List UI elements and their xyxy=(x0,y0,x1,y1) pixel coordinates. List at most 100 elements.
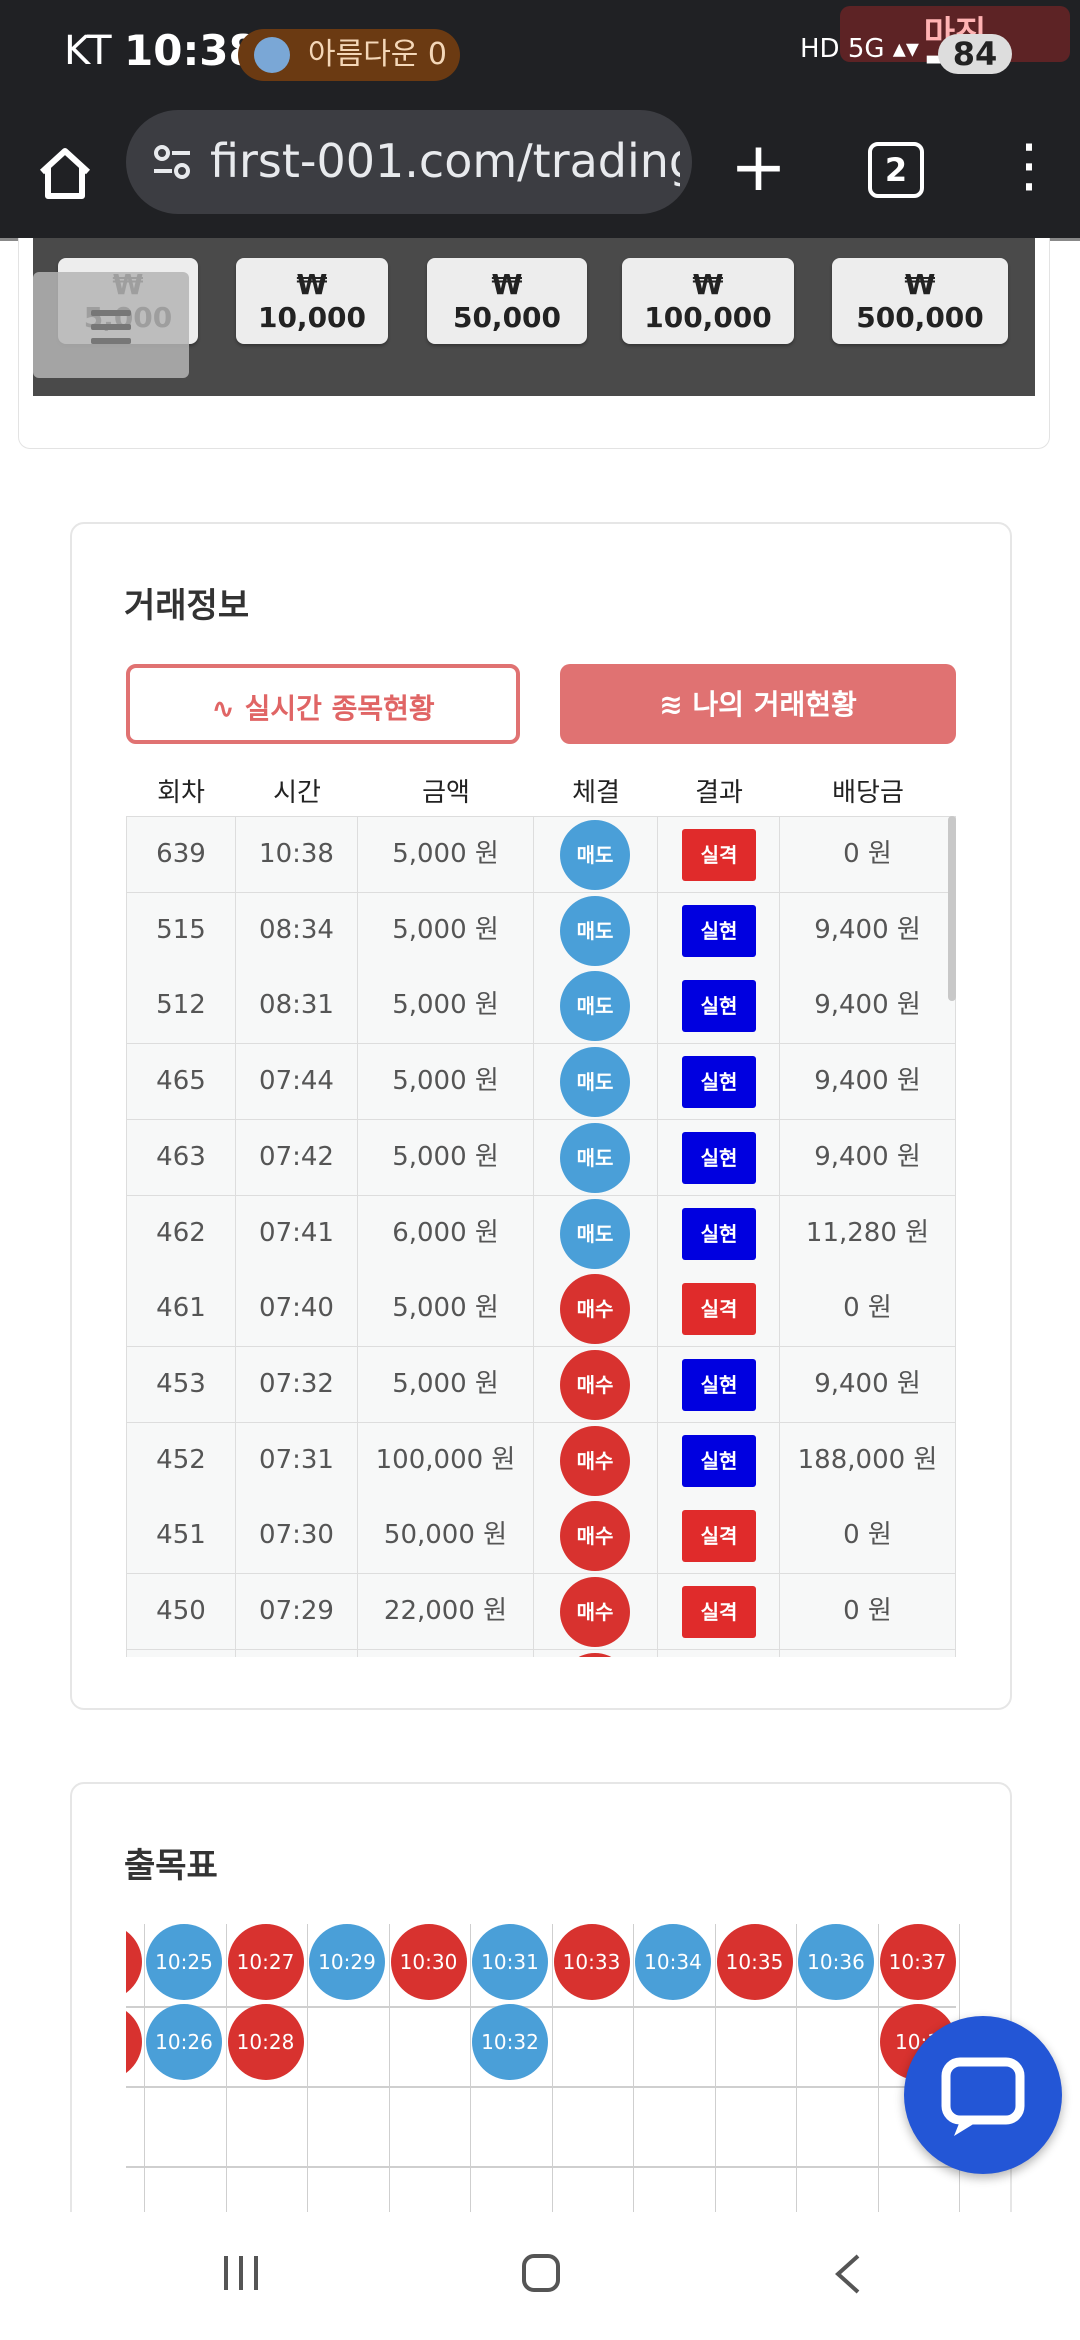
grid-line xyxy=(633,1924,634,2212)
exec-cell: 매도 xyxy=(534,968,658,1044)
trade-info-title: 거래정보 xyxy=(124,586,250,626)
chulmok-ball: 10:26 xyxy=(146,2004,222,2080)
time-cell: 07:41 xyxy=(236,1195,358,1271)
amount-cell: 6,000 원 xyxy=(358,1195,534,1271)
exec-badge: 매수 xyxy=(560,1501,630,1572)
exec-cell: 매도 xyxy=(534,817,658,892)
amount-cell: 5,000 원 xyxy=(358,892,534,968)
kakao-face-icon xyxy=(254,37,290,73)
my-trades-button[interactable]: ≋ 나의 거래현황 xyxy=(560,664,956,744)
result-badge: 실격 xyxy=(682,1586,756,1638)
empty-cell xyxy=(534,1649,658,1657)
exec-badge xyxy=(560,1652,630,1657)
grid-line xyxy=(126,2086,956,2088)
chulmok-title: 출목표 xyxy=(124,1846,218,1886)
time-cell: 07:30 xyxy=(236,1498,358,1574)
grid-line xyxy=(307,1924,308,2212)
exec-cell: 매수 xyxy=(534,1271,658,1347)
table-row: 515 08:34 5,000 원 매도 실현 9,400 원 xyxy=(126,892,956,969)
payout-cell: 11,280 원 xyxy=(780,1195,956,1271)
amount-cell: 100,000 원 xyxy=(358,1422,534,1498)
exec-cell: 매수 xyxy=(534,1422,658,1498)
new-tab-icon[interactable]: + xyxy=(730,128,787,207)
realtime-status-button[interactable]: ∿ 실시간 종목현황 xyxy=(126,664,520,744)
result-badge: 실현 xyxy=(682,1131,756,1184)
exec-badge: 매수 xyxy=(560,1274,630,1345)
exec-badge: 매도 xyxy=(560,971,630,1042)
chulmok-ball: 10:36 xyxy=(798,1924,874,2000)
col-round: 회차 xyxy=(157,778,205,808)
exec-cell: 매수 xyxy=(534,1574,658,1649)
result-cell: 실현 xyxy=(658,1195,780,1271)
empty-cell xyxy=(658,1649,780,1657)
chat-icon xyxy=(941,2057,1025,2136)
exec-cell: 매도 xyxy=(534,1119,658,1195)
table-scrollbar[interactable] xyxy=(948,816,956,1001)
hamburger-icon xyxy=(91,310,131,316)
amount-cell: 22,000 원 xyxy=(358,1574,534,1649)
table-row: 451 07:30 50,000 원 매수 실격 0 원 xyxy=(126,1498,956,1575)
result-badge: 실격 xyxy=(682,1510,756,1563)
payout-cell: 0 원 xyxy=(780,1498,956,1574)
amount-10000-button[interactable]: ₩ 10,000 xyxy=(236,258,388,344)
amount-cell: 5,000 원 xyxy=(358,817,534,892)
hamburger-menu-button[interactable] xyxy=(33,272,189,378)
result-cell: 실현 xyxy=(658,1422,780,1498)
result-cell: 실현 xyxy=(658,1044,780,1120)
grid-line xyxy=(877,1924,879,2212)
chulmok-ball: 10:25 xyxy=(146,1924,222,2000)
amount-50000-button[interactable]: ₩ 50,000 xyxy=(427,258,587,344)
empty-cell xyxy=(358,1649,534,1657)
grid-line xyxy=(796,1924,797,2212)
address-bar[interactable]: first-001.com/trading xyxy=(126,110,692,214)
more-menu-icon[interactable]: ⋮ xyxy=(1000,131,1058,199)
exec-badge: 매수 xyxy=(560,1349,630,1420)
time-cell: 08:31 xyxy=(236,968,358,1044)
exec-cell: 매도 xyxy=(534,1044,658,1120)
notification-pill[interactable]: 아름다운 0 xyxy=(238,29,460,81)
browser-toolbar: first-001.com/trading + 2 ⋮ xyxy=(0,110,1080,241)
amount-100000-button[interactable]: ₩ 100,000 xyxy=(622,258,794,344)
chulmok-ball: 10:27 xyxy=(227,1924,304,2000)
grid-line xyxy=(144,1924,145,2212)
clock: 10:38 xyxy=(124,26,258,75)
chulmok-prev-column xyxy=(126,1924,142,2084)
url-text[interactable]: first-001.com/trading xyxy=(210,134,680,188)
round-cell: 453 xyxy=(126,1346,236,1422)
time-cell: 07:29 xyxy=(236,1574,358,1649)
home-nav-icon[interactable] xyxy=(522,2254,560,2292)
pulse-icon: ∿ xyxy=(211,692,245,725)
result-badge: 실현 xyxy=(682,1358,756,1411)
payout-cell: 188,000 원 xyxy=(780,1422,956,1498)
exec-badge: 매도 xyxy=(560,1047,630,1118)
recents-icon[interactable] xyxy=(222,2254,260,2292)
system-nav-bar xyxy=(0,2212,1080,2340)
result-cell: 실격 xyxy=(658,1271,780,1347)
chulmok-ball: 10:33 xyxy=(553,1924,630,2000)
exec-cell: 매수 xyxy=(534,1498,658,1574)
empty-cell xyxy=(780,1649,956,1657)
round-cell: 451 xyxy=(126,1498,236,1574)
grid-line xyxy=(388,1924,390,2212)
tab-switcher-button[interactable]: 2 xyxy=(868,142,924,198)
chulmok-ball: 10:35 xyxy=(716,1924,793,2000)
trade-table[interactable]: 639 10:38 5,000 원 매도 실격 0 원 515 08:34 5,000 원 매도 실… xyxy=(126,816,956,1657)
amount-cell: 5,000 원 xyxy=(358,1271,534,1347)
chulmok-ball xyxy=(126,1924,142,2000)
table-row: 453 07:32 5,000 원 매수 실현 9,400 원 xyxy=(126,1346,956,1423)
site-settings-icon[interactable] xyxy=(150,140,194,184)
round-cell: 452 xyxy=(126,1422,236,1498)
result-badge: 실격 xyxy=(682,829,756,881)
home-icon[interactable] xyxy=(30,138,100,208)
back-icon[interactable] xyxy=(828,2252,868,2296)
chulmok-ball: 10:37 xyxy=(879,1924,956,2000)
chat-button[interactable] xyxy=(904,2016,1062,2174)
exec-badge: 매도 xyxy=(560,895,630,966)
table-row: 639 10:38 5,000 원 매도 실격 0 원 xyxy=(126,817,956,893)
chulmok-ball: 10:34 xyxy=(635,1924,711,2000)
amount-500000-button[interactable]: ₩ 500,000 xyxy=(832,258,1008,344)
round-cell: 462 xyxy=(126,1195,236,1271)
notification-text: 아름다운 0 xyxy=(308,37,448,72)
result-badge: 실현 xyxy=(682,1434,756,1487)
result-cell: 실격 xyxy=(658,817,780,892)
